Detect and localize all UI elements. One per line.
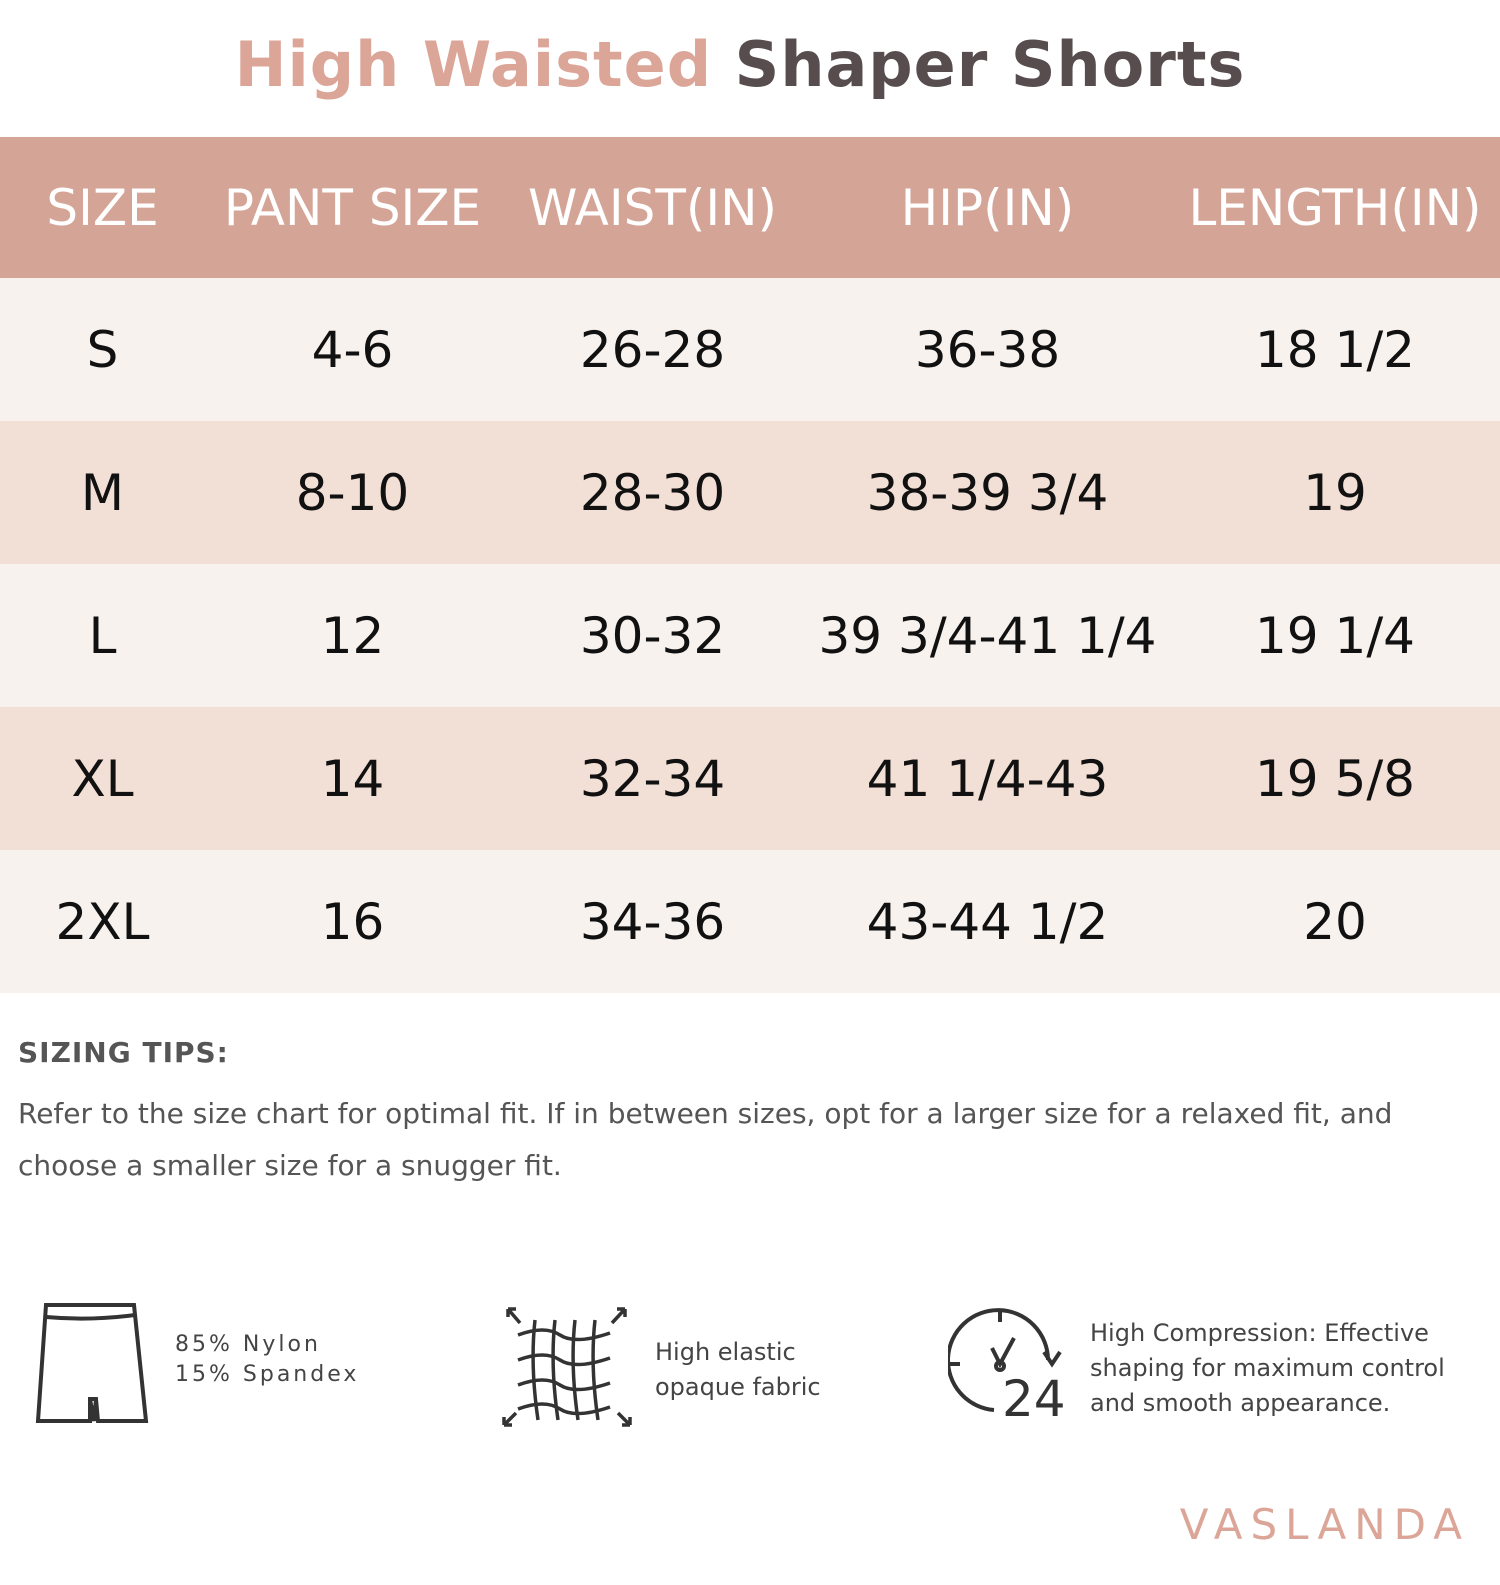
svg-text:24: 24 [1002,1370,1066,1420]
table-row: S 4-6 26-28 36-38 18 1/2 [0,278,1500,421]
table-cell: 36-38 [914,320,1061,379]
table-cell: 12 [320,606,385,665]
page-title: High Waisted Shaper Shorts [234,28,1246,101]
table-cell: 19 5/8 [1255,749,1415,808]
table-cell: 18 1/2 [1255,320,1415,379]
table-cell: M [80,463,125,522]
table-cell: 19 1/4 [1255,606,1415,665]
table-cell: 14 [320,749,385,808]
table-cell: 28-30 [579,463,726,522]
table-cell: 8-10 [295,463,410,522]
feature-compression: High Compression: Effective shaping for m… [1090,1319,1445,1417]
header-size: SIZE [46,178,159,237]
header-hip: HIP(IN) [900,178,1075,237]
size-chart-table: SIZE PANT SIZE WAIST(IN) HIP(IN) LENGTH(… [0,137,1500,993]
header-pant-size: PANT SIZE [223,178,482,237]
table-row: XL 14 32-34 41 1/4-43 19 5/8 [0,707,1500,850]
table-header: SIZE PANT SIZE WAIST(IN) HIP(IN) LENGTH(… [0,137,1500,278]
table-row: M 8-10 28-30 38-39 3/4 19 [0,421,1500,564]
table-cell: 34-36 [579,892,726,951]
sizing-tips-text: Refer to the size chart for optimal fit.… [18,1097,1393,1182]
table-cell: 39 3/4-41 1/4 [818,606,1157,665]
table-cell: 30-32 [579,606,726,665]
table-cell: 19 [1303,463,1367,522]
sizing-tips-heading: SIZING TIPS: [18,1036,229,1069]
table-row: L 12 30-32 39 3/4-41 1/4 19 1/4 [0,564,1500,707]
table-cell: 16 [320,892,385,951]
table-cell: 43-44 1/2 [866,892,1109,951]
table-cell: 41 1/4-43 [866,749,1109,808]
table-cell: XL [71,749,134,808]
table-cell: 26-28 [579,320,726,379]
table-cell: 4-6 [311,320,394,379]
table-cell: 38-39 3/4 [866,463,1109,522]
table-cell: 20 [1303,892,1367,951]
table-cell: 32-34 [579,749,726,808]
table-cell: 2XL [55,892,150,951]
24-hour-clock-icon: 24 [948,1308,1066,1420]
table-cell: L [88,606,117,665]
header-waist: WAIST(IN) [527,178,778,237]
shorts-icon [35,1303,149,1423]
header-length: LENGTH(IN) [1188,178,1482,237]
brand-logo: VASLANDA [1179,1500,1470,1549]
table-cell: S [86,320,119,379]
table-row: 2XL 16 34-36 43-44 1/2 20 [0,850,1500,993]
feature-material: 85% Nylon 15% Spandex [175,1332,360,1387]
stretch-fabric-icon [502,1307,632,1427]
feature-fabric: High elastic opaque fabric [655,1338,821,1401]
